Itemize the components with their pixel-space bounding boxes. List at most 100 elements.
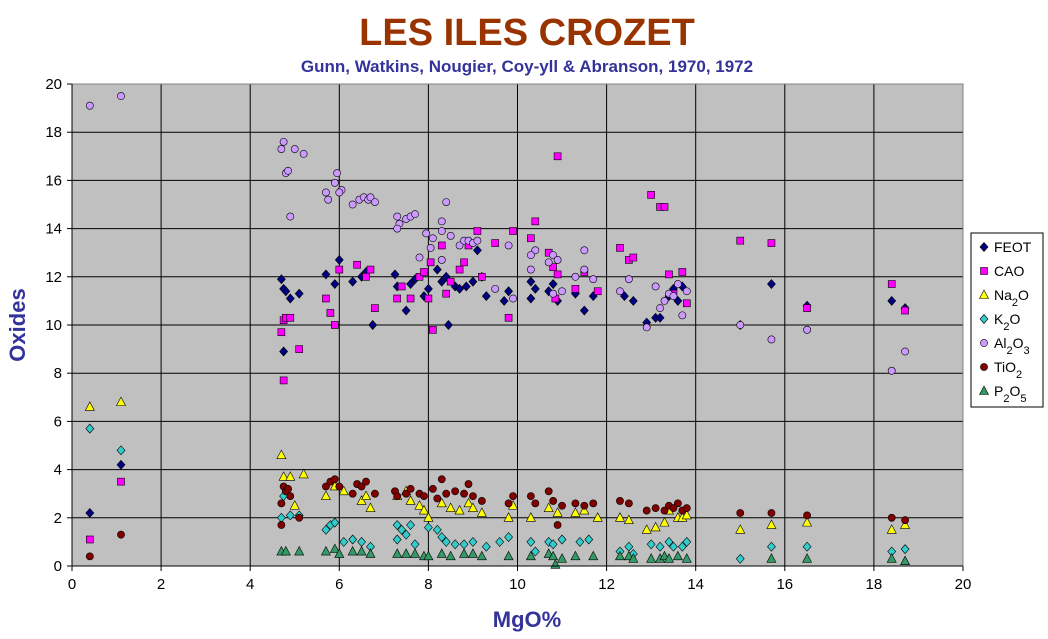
data-point-cao bbox=[424, 294, 433, 303]
data-point-al2o3 bbox=[426, 243, 435, 252]
data-point-tio2 bbox=[464, 480, 473, 488]
data-point-tio2 bbox=[901, 516, 909, 525]
data-point-p2o5 bbox=[672, 550, 683, 561]
legend-marker-feot bbox=[979, 242, 989, 252]
data-point-p2o5 bbox=[588, 550, 599, 561]
data-point-cao bbox=[326, 309, 335, 317]
y-tick-label: 2 bbox=[54, 510, 62, 527]
data-point-k2o bbox=[669, 541, 678, 552]
data-point-tio2 bbox=[544, 487, 553, 496]
data-point-cao bbox=[678, 268, 687, 276]
data-point-na2o bbox=[735, 524, 746, 534]
data-point-na2o bbox=[503, 512, 514, 522]
data-point-feot bbox=[455, 283, 464, 294]
data-point-feot bbox=[423, 283, 433, 294]
data-point-feot bbox=[281, 286, 291, 297]
data-point-tio2 bbox=[277, 499, 286, 508]
x-tick-label: 0 bbox=[68, 576, 76, 593]
y-tick-label: 6 bbox=[54, 413, 62, 430]
legend-marker-tio2 bbox=[980, 363, 988, 371]
x-tick-label: 14 bbox=[687, 576, 704, 593]
data-point-tio2 bbox=[589, 499, 598, 508]
legend-marker-al2o3 bbox=[980, 339, 988, 347]
y-axis-label: Oxides bbox=[5, 288, 30, 361]
data-point-feot bbox=[334, 254, 344, 265]
data-point-na2o bbox=[454, 504, 465, 515]
data-point-na2o bbox=[298, 468, 309, 479]
data-point-tio2 bbox=[451, 487, 460, 496]
data-point-k2o bbox=[767, 541, 776, 552]
y-tick-label: 0 bbox=[54, 558, 62, 575]
data-point-na2o bbox=[285, 471, 296, 481]
data-point-tio2 bbox=[549, 497, 558, 505]
data-point-al2o3 bbox=[736, 321, 745, 329]
data-point-p2o5 bbox=[886, 553, 897, 563]
data-point-tio2 bbox=[526, 492, 535, 501]
data-point-tio2 bbox=[673, 499, 682, 508]
data-point-al2o3 bbox=[669, 292, 678, 300]
y-tick-label: 12 bbox=[45, 269, 62, 286]
data-point-na2o bbox=[467, 502, 478, 512]
series-p2o5 bbox=[276, 543, 911, 569]
data-point-cao bbox=[406, 294, 415, 303]
data-point-cao bbox=[335, 265, 344, 274]
data-point-feot bbox=[767, 279, 776, 289]
data-point-tio2 bbox=[295, 513, 304, 522]
data-point-na2o bbox=[623, 514, 634, 525]
legend-label-k2o: K2O bbox=[994, 311, 1020, 333]
data-point-tio2 bbox=[362, 477, 370, 486]
data-point-tio2 bbox=[393, 492, 402, 501]
data-point-al2o3 bbox=[549, 289, 558, 298]
data-point-na2o bbox=[641, 524, 652, 534]
x-tick-label: 4 bbox=[246, 576, 254, 593]
data-point-al2o3 bbox=[437, 217, 446, 226]
data-point-feot bbox=[348, 276, 358, 287]
data-point-cao bbox=[629, 253, 638, 262]
x-tick-label: 10 bbox=[509, 576, 526, 593]
data-point-al2o3 bbox=[580, 246, 589, 255]
data-point-tio2 bbox=[767, 509, 776, 517]
data-point-feot bbox=[468, 276, 478, 287]
data-point-na2o bbox=[414, 500, 425, 510]
data-point-k2o bbox=[646, 539, 656, 550]
data-point-tio2 bbox=[558, 501, 566, 510]
data-point-al2o3 bbox=[526, 265, 535, 274]
data-point-feot bbox=[276, 274, 286, 285]
data-point-na2o bbox=[361, 490, 372, 500]
legend-marker-k2o bbox=[979, 314, 989, 324]
data-point-na2o bbox=[445, 502, 456, 512]
axis-ticks: 0 2 4 6 8 10 12 14 16 18 20 0 2 4 6 8 10 12 14 16 18 20 bbox=[45, 76, 971, 593]
data-point-k2o bbox=[481, 541, 491, 552]
data-point-al2o3 bbox=[651, 282, 660, 291]
data-point-al2o3 bbox=[279, 137, 288, 146]
data-point-al2o3 bbox=[678, 311, 687, 320]
data-point-al2o3 bbox=[290, 145, 299, 153]
data-point-al2o3 bbox=[642, 323, 651, 332]
legend-label-cao: CAO bbox=[994, 263, 1024, 279]
data-point-al2o3 bbox=[428, 234, 437, 243]
data-point-al2o3 bbox=[526, 251, 535, 260]
data-point-cao bbox=[887, 280, 896, 288]
data-point-p2o5 bbox=[663, 553, 674, 563]
data-point-feot bbox=[401, 305, 411, 316]
data-point-na2o bbox=[681, 509, 692, 520]
data-point-cao bbox=[371, 304, 379, 312]
data-point-al2o3 bbox=[442, 198, 451, 206]
data-point-feot bbox=[85, 508, 95, 518]
data-point-tio2 bbox=[402, 489, 411, 498]
data-point-al2o3 bbox=[437, 227, 446, 235]
data-point-cao bbox=[767, 239, 776, 247]
data-point-feot bbox=[628, 295, 638, 306]
data-point-feot bbox=[473, 245, 482, 256]
data-point-p2o5 bbox=[548, 550, 559, 561]
data-point-al2o3 bbox=[348, 200, 357, 209]
data-point-feot bbox=[116, 459, 126, 470]
data-point-k2o bbox=[900, 544, 910, 555]
data-point-tio2 bbox=[286, 492, 295, 501]
data-point-k2o bbox=[397, 524, 407, 535]
data-point-al2o3 bbox=[411, 210, 419, 219]
data-point-feot bbox=[499, 295, 509, 306]
data-point-k2o bbox=[437, 532, 447, 543]
data-point-cao bbox=[665, 270, 673, 279]
